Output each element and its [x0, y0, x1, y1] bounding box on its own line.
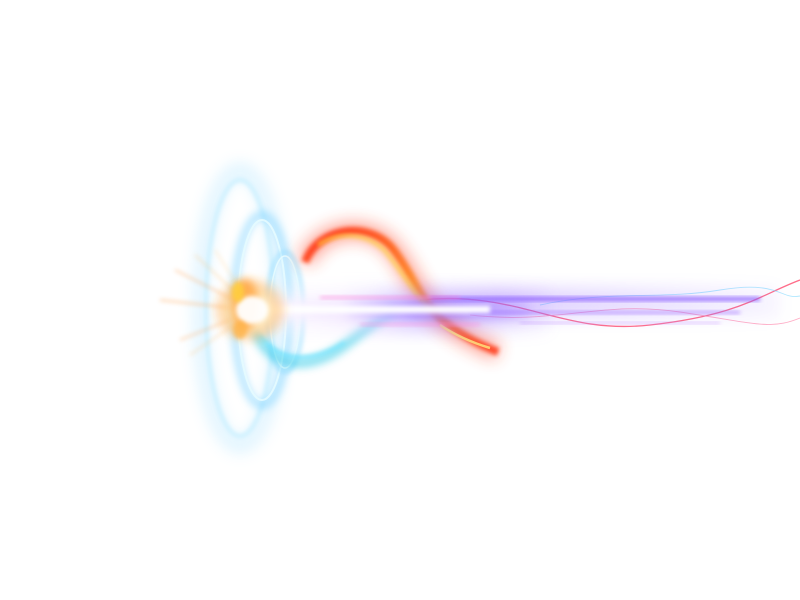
- energy-core: [212, 276, 288, 344]
